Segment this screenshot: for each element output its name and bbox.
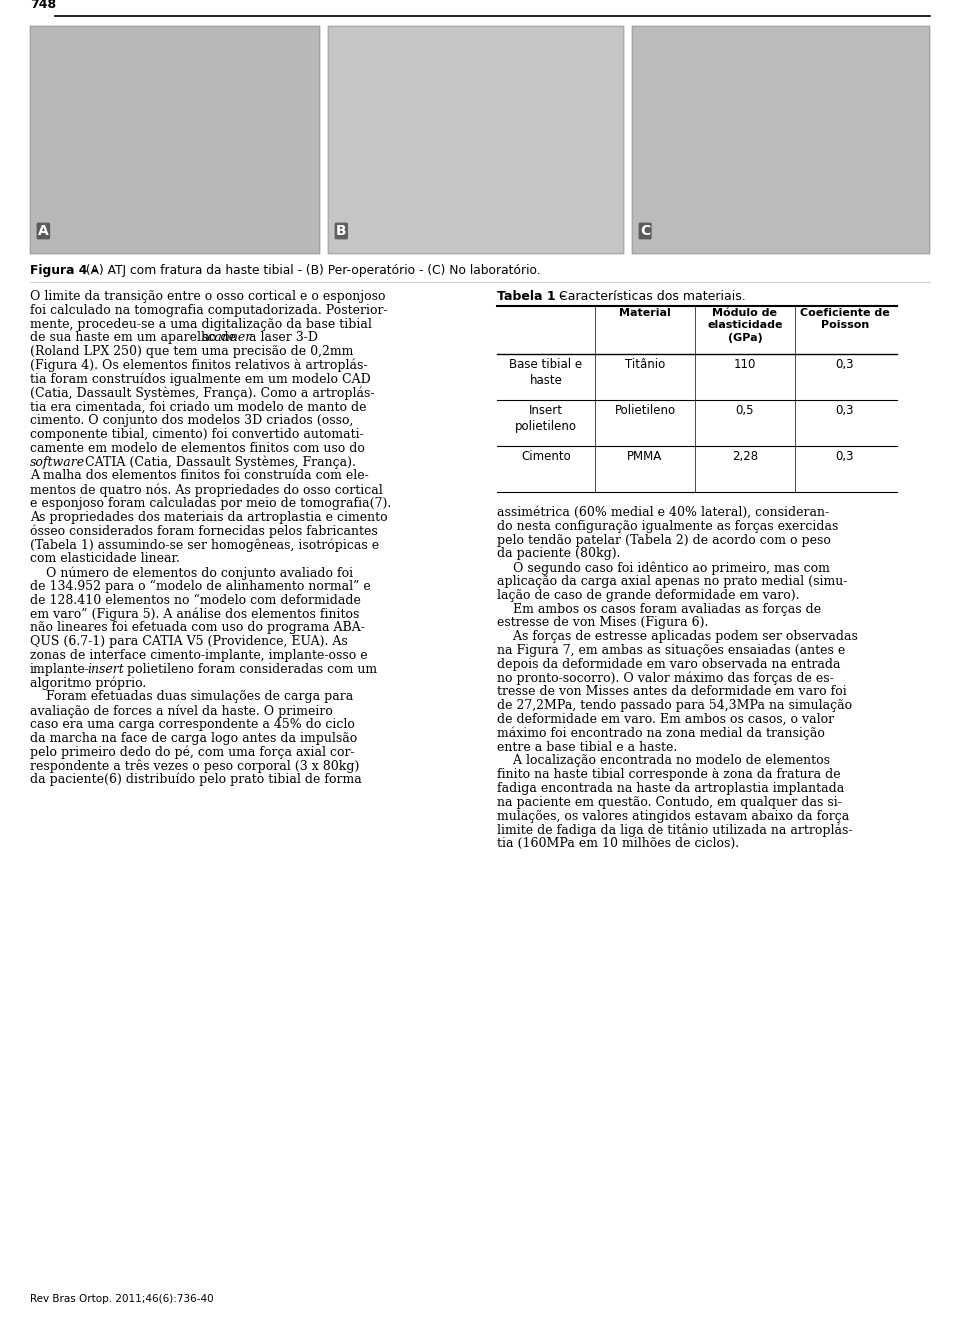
Bar [632,26,930,254]
Text: de 27,2MPa, tendo passado para 54,3MPa na simulação: de 27,2MPa, tendo passado para 54,3MPa n… [497,699,852,712]
Text: insert: insert [87,662,124,675]
Text: Coeficiente de
Poisson: Coeficiente de Poisson [800,308,890,331]
Text: máximo foi encontrado na zona medial da transição: máximo foi encontrado na zona medial da … [497,727,825,740]
Text: O limite da transição entre o osso cortical e o esponjoso: O limite da transição entre o osso corti… [30,290,386,303]
Bar [328,26,624,254]
Text: Foram efetuadas duas simulações de carga para: Foram efetuadas duas simulações de carga… [30,690,353,703]
Text: avaliação de forces a nível da haste. O primeiro: avaliação de forces a nível da haste. O … [30,704,333,718]
Text: Base tibial e
haste: Base tibial e haste [510,357,583,387]
Text: 0,3: 0,3 [836,404,854,417]
Text: 748: 748 [30,0,56,11]
Text: Insert
polietileno: Insert polietileno [515,404,577,433]
Text: pelo tendão patelar (Tabela 2) de acordo com o peso: pelo tendão patelar (Tabela 2) de acordo… [497,534,830,547]
Text: A localização encontrada no modelo de elementos: A localização encontrada no modelo de el… [497,755,830,768]
Text: de 128.410 elementos no “modelo com deformidade: de 128.410 elementos no “modelo com defo… [30,593,361,606]
Text: mentos de quatro nós. As propriedades do osso cortical: mentos de quatro nós. As propriedades do… [30,483,383,496]
Text: Titânio: Titânio [625,357,665,371]
Text: mulações, os valores atingidos estavam abaixo da força: mulações, os valores atingidos estavam a… [497,809,850,822]
Text: As forças de estresse aplicadas podem ser observadas: As forças de estresse aplicadas podem se… [497,630,858,643]
Text: (Figura 4). Os elementos finitos relativos à artroplás-: (Figura 4). Os elementos finitos relativ… [30,359,368,372]
Text: O segundo caso foi idêntico ao primeiro, mas com: O segundo caso foi idêntico ao primeiro,… [497,561,829,575]
Text: Em ambos os casos foram avaliadas as forças de: Em ambos os casos foram avaliadas as for… [497,602,821,616]
Text: camente em modelo de elementos finitos com uso do: camente em modelo de elementos finitos c… [30,442,365,455]
Text: a laser 3-D: a laser 3-D [245,331,318,344]
Text: Módulo de
elasticidade
(GPa): Módulo de elasticidade (GPa) [708,308,782,343]
Text: As propriedades dos materiais da artroplastia e cimento: As propriedades dos materiais da artropl… [30,511,388,524]
Text: da paciente (80kg).: da paciente (80kg). [497,547,620,560]
Text: em varo” (Figura 5). A análise dos elementos finitos: em varo” (Figura 5). A análise dos eleme… [30,608,359,621]
Text: Material: Material [619,308,671,318]
Text: 2,28: 2,28 [732,450,758,463]
Text: de 134.952 para o “modelo de alinhamento normal” e: de 134.952 para o “modelo de alinhamento… [30,580,371,593]
Text: (Catia, Dassault Systèmes, França). Como a artroplás-: (Catia, Dassault Systèmes, França). Como… [30,387,374,400]
Text: tresse de von Misses antes da deformidade em varo foi: tresse de von Misses antes da deformidad… [497,686,847,698]
Text: de sua haste em um aparelho de: de sua haste em um aparelho de [30,331,240,344]
Text: caso era uma carga correspondente a 45% do ciclo: caso era uma carga correspondente a 45% … [30,718,355,731]
Text: com elasticidade linear.: com elasticidade linear. [30,552,180,565]
Text: de deformidade em varo. Em ambos os casos, o valor: de deformidade em varo. Em ambos os caso… [497,714,834,726]
Text: (A) ATJ com fratura da haste tibial - (B) Per-operatório - (C) No laboratório.: (A) ATJ com fratura da haste tibial - (B… [82,263,540,277]
Text: scanner: scanner [202,331,252,344]
Text: assimétrica (60% medial e 40% lateral), consideran-: assimétrica (60% medial e 40% lateral), … [497,506,829,519]
Text: fadiga encontrada na haste da artroplastia implantada: fadiga encontrada na haste da artroplast… [497,782,844,794]
Text: mente, procedeu-se a uma digitalização da base tibial: mente, procedeu-se a uma digitalização d… [30,318,372,331]
Text: foi calculado na tomografia computadorizada. Posterior-: foi calculado na tomografia computadoriz… [30,303,388,316]
Text: lação de caso de grande deformidade em varo).: lação de caso de grande deformidade em v… [497,589,800,602]
Text: da paciente(6) distribuído pelo prato tibial de forma: da paciente(6) distribuído pelo prato ti… [30,773,362,786]
Text: Tabela 1 –: Tabela 1 – [497,290,566,303]
Text: 0,3: 0,3 [836,357,854,371]
Text: A: A [38,224,49,238]
Text: Cimento: Cimento [521,450,571,463]
Text: cimento. O conjunto dos modelos 3D criados (osso,: cimento. O conjunto dos modelos 3D criad… [30,414,353,428]
Text: da marcha na face de carga logo antes da impulsão: da marcha na face de carga logo antes da… [30,732,357,744]
Text: software: software [30,455,85,469]
Text: do nesta configuração igualmente as forças exercidas: do nesta configuração igualmente as forç… [497,520,838,532]
Text: e esponjoso foram calculadas por meio de tomografia(7).: e esponjoso foram calculadas por meio de… [30,496,392,510]
Text: Características dos materiais.: Características dos materiais. [555,290,746,303]
Text: polietileno foram consideradas com um: polietileno foram consideradas com um [123,662,377,675]
Text: Rev Bras Ortop. 2011;46(6):736-40: Rev Bras Ortop. 2011;46(6):736-40 [30,1294,214,1304]
Text: componente tibial, cimento) foi convertido automati-: componente tibial, cimento) foi converti… [30,428,364,441]
Text: respondente a três vezes o peso corporal (3 x 80kg): respondente a três vezes o peso corporal… [30,759,359,773]
Text: implante-: implante- [30,662,90,675]
Text: zonas de interface cimento-implante, implante-osso e: zonas de interface cimento-implante, imp… [30,649,368,662]
Bar [30,26,320,254]
Text: (Tabela 1) assumindo-se ser homogêneas, isotrópicas e: (Tabela 1) assumindo-se ser homogêneas, … [30,539,379,552]
Text: PMMA: PMMA [628,450,662,463]
Text: 0,3: 0,3 [836,450,854,463]
Text: C: C [640,224,650,238]
Text: 0,5: 0,5 [735,404,755,417]
Text: tia era cimentada, foi criado um modelo de manto de: tia era cimentada, foi criado um modelo … [30,400,367,413]
Text: 110: 110 [733,357,756,371]
Text: A malha dos elementos finitos foi construída com ele-: A malha dos elementos finitos foi constr… [30,470,369,482]
Text: estresse de von Mises (Figura 6).: estresse de von Mises (Figura 6). [497,617,708,629]
Text: QUS (6.7-1) para CATIA V5 (Providence, EUA). As: QUS (6.7-1) para CATIA V5 (Providence, E… [30,636,348,647]
Text: depois da deformidade em varo observada na entrada: depois da deformidade em varo observada … [497,658,841,671]
Text: (Roland LPX 250) que tem uma precisão de 0,2mm: (Roland LPX 250) que tem uma precisão de… [30,346,353,359]
Text: O número de elementos do conjunto avaliado foi: O número de elementos do conjunto avalia… [30,565,353,580]
Text: na paciente em questão. Contudo, em qualquer das si-: na paciente em questão. Contudo, em qual… [497,796,842,809]
Text: B: B [336,224,347,238]
Text: entre a base tibial e a haste.: entre a base tibial e a haste. [497,740,677,753]
Text: ósseo considerados foram fornecidas pelos fabricantes: ósseo considerados foram fornecidas pelo… [30,524,377,538]
Text: Figura 4 –: Figura 4 – [30,263,98,277]
Text: na Figura 7, em ambas as situações ensaiadas (antes e: na Figura 7, em ambas as situações ensai… [497,643,845,657]
Text: CATIA (Catia, Dassault Systèmes, França).: CATIA (Catia, Dassault Systèmes, França)… [81,455,356,469]
Text: aplicação da carga axial apenas no prato medial (simu-: aplicação da carga axial apenas no prato… [497,575,848,588]
Text: tia (160MPa em 10 milhões de ciclos).: tia (160MPa em 10 milhões de ciclos). [497,837,739,850]
Text: finito na haste tibial corresponde à zona da fratura de: finito na haste tibial corresponde à zon… [497,768,841,781]
Text: no pronto-socorro). O valor máximo das forças de es-: no pronto-socorro). O valor máximo das f… [497,671,833,685]
Text: tia foram construídos igualmente em um modelo CAD: tia foram construídos igualmente em um m… [30,373,371,387]
Text: Polietileno: Polietileno [614,404,676,417]
Text: algoritmo próprio.: algoritmo próprio. [30,677,146,690]
Text: pelo primeiro dedo do pé, com uma força axial cor-: pelo primeiro dedo do pé, com uma força … [30,745,354,759]
Text: não lineares foi efetuada com uso do programa ABA-: não lineares foi efetuada com uso do pro… [30,621,365,634]
Text: limite de fadiga da liga de titânio utilizada na artroplás-: limite de fadiga da liga de titânio util… [497,824,852,837]
